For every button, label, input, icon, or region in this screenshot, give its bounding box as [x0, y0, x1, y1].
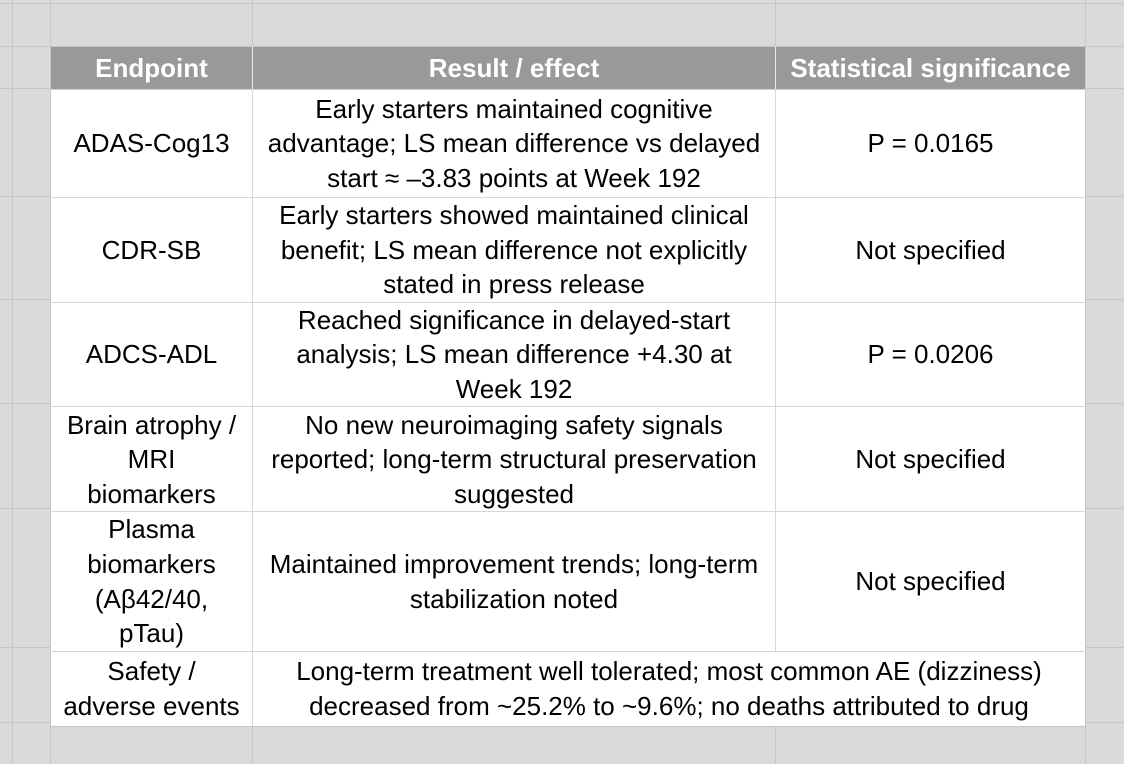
endpoint-cell[interactable]: Plasma biomarkers (Aβ42/40, pTau) [50, 511, 253, 652]
table-row-brain-atrophy: Brain atrophy / MRI biomarkers No new ne… [50, 406, 1086, 513]
significance-cell[interactable]: P = 0.0165 [775, 89, 1086, 198]
significance-cell[interactable]: Not specified [775, 406, 1086, 513]
endpoint-cell[interactable]: Brain atrophy / MRI biomarkers [50, 406, 253, 513]
table-header-row: Endpoint Result / effect Statistical sig… [50, 46, 1086, 90]
table-row-cdr-sb: CDR-SB Early starters showed maintained … [50, 197, 1086, 303]
col-header-result-effect[interactable]: Result / effect [252, 46, 776, 90]
result-cell[interactable]: Early starters showed maintained clinica… [252, 197, 776, 303]
endpoint-cell[interactable]: ADCS-ADL [50, 302, 253, 408]
significance-cell[interactable]: Not specified [775, 197, 1086, 303]
endpoint-cell[interactable]: CDR-SB [50, 197, 253, 303]
result-cell[interactable]: No new neuroimaging safety signals repor… [252, 406, 776, 513]
table-row-adcs-adl: ADCS-ADL Reached significance in delayed… [50, 302, 1086, 408]
result-cell[interactable]: Maintained improvement trends; long-term… [252, 511, 776, 652]
grid-vline [12, 0, 13, 764]
col-header-endpoint[interactable]: Endpoint [50, 46, 253, 90]
result-merged-cell[interactable]: Long-term treatment well tolerated; most… [252, 651, 1086, 727]
endpoints-table: Endpoint Result / effect Statistical sig… [50, 46, 1086, 727]
endpoint-cell[interactable]: ADAS-Cog13 [50, 89, 253, 198]
table-row-adas-cog13: ADAS-Cog13 Early starters maintained cog… [50, 89, 1086, 198]
table-row-plasma-biomarkers: Plasma biomarkers (Aβ42/40, pTau) Mainta… [50, 511, 1086, 652]
endpoint-cell[interactable]: Safety / adverse events [50, 651, 253, 727]
grid-hline [0, 3, 1124, 4]
result-cell[interactable]: Reached significance in delayed-start an… [252, 302, 776, 408]
col-header-statistical-significance[interactable]: Statistical significance [775, 46, 1086, 90]
table-row-safety-adverse-events: Safety / adverse events Long-term treatm… [50, 651, 1086, 727]
result-cell[interactable]: Early starters maintained cognitive adva… [252, 89, 776, 198]
significance-cell[interactable]: Not specified [775, 511, 1086, 652]
significance-cell[interactable]: P = 0.0206 [775, 302, 1086, 408]
